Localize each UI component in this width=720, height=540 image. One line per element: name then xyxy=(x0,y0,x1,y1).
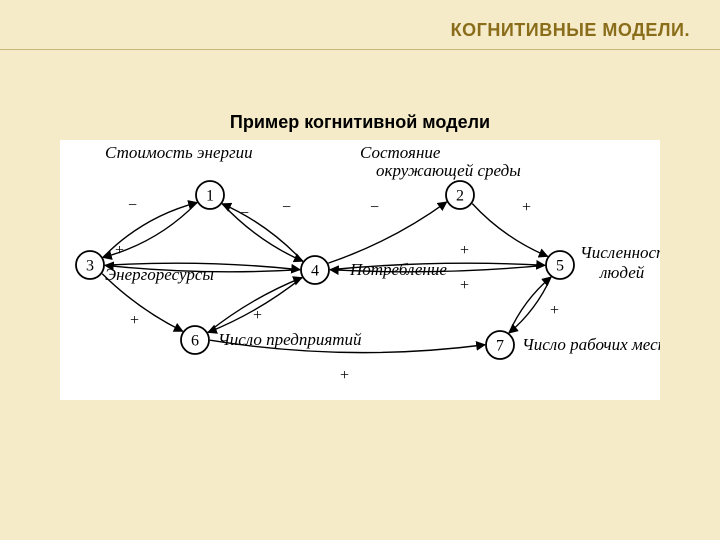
node-label: Состояние xyxy=(360,143,441,162)
node-label: Потребление xyxy=(349,260,447,279)
node-number: 6 xyxy=(191,333,199,350)
edge-sign: + xyxy=(130,312,139,329)
edge-2-5 xyxy=(472,204,547,257)
edge-5-7 xyxy=(509,277,551,333)
cognitive-model-diagram: −+−−−+++++++1Стоимость энергии2Состояние… xyxy=(60,140,660,400)
node-number: 4 xyxy=(311,263,319,280)
edge-4-6 xyxy=(208,278,302,333)
edge-sign: + xyxy=(460,242,469,259)
edge-7-5 xyxy=(509,277,551,333)
edge-sign: − xyxy=(370,199,379,216)
edge-sign: + xyxy=(522,199,531,216)
node-label: Число предприятий xyxy=(218,330,362,349)
node-number: 5 xyxy=(556,258,564,275)
node-label: Энергоресурсы xyxy=(105,265,214,284)
edge-sign: − xyxy=(282,199,291,216)
node-number: 7 xyxy=(496,338,504,355)
edge-sign: + xyxy=(550,302,559,319)
node-label: окружающей среды xyxy=(376,161,521,180)
edge-4-2 xyxy=(328,202,446,263)
header-title: КОГНИТИВНЫЕ МОДЕЛИ. xyxy=(451,20,690,40)
node-label: Стоимость энергии xyxy=(105,143,253,162)
slide-header: КОГНИТИВНЫЕ МОДЕЛИ. xyxy=(0,0,720,50)
edge-6-4 xyxy=(208,278,302,333)
diagram-container: −+−−−+++++++1Стоимость энергии2Состояние… xyxy=(60,140,660,400)
slide-subtitle: Пример когнитивной модели xyxy=(0,112,720,133)
node-label: Число рабочих мест xyxy=(522,335,660,354)
node-number: 3 xyxy=(86,258,94,275)
edge-sign: + xyxy=(115,242,124,259)
node-label: людей xyxy=(599,263,645,282)
node-label: Численность xyxy=(580,243,660,262)
edge-sign: + xyxy=(340,367,349,384)
node-number: 1 xyxy=(206,188,214,205)
slide: КОГНИТИВНЫЕ МОДЕЛИ. Пример когнитивной м… xyxy=(0,0,720,540)
node-number: 2 xyxy=(456,188,464,205)
edge-sign: − xyxy=(128,197,137,214)
edge-sign: + xyxy=(460,277,469,294)
